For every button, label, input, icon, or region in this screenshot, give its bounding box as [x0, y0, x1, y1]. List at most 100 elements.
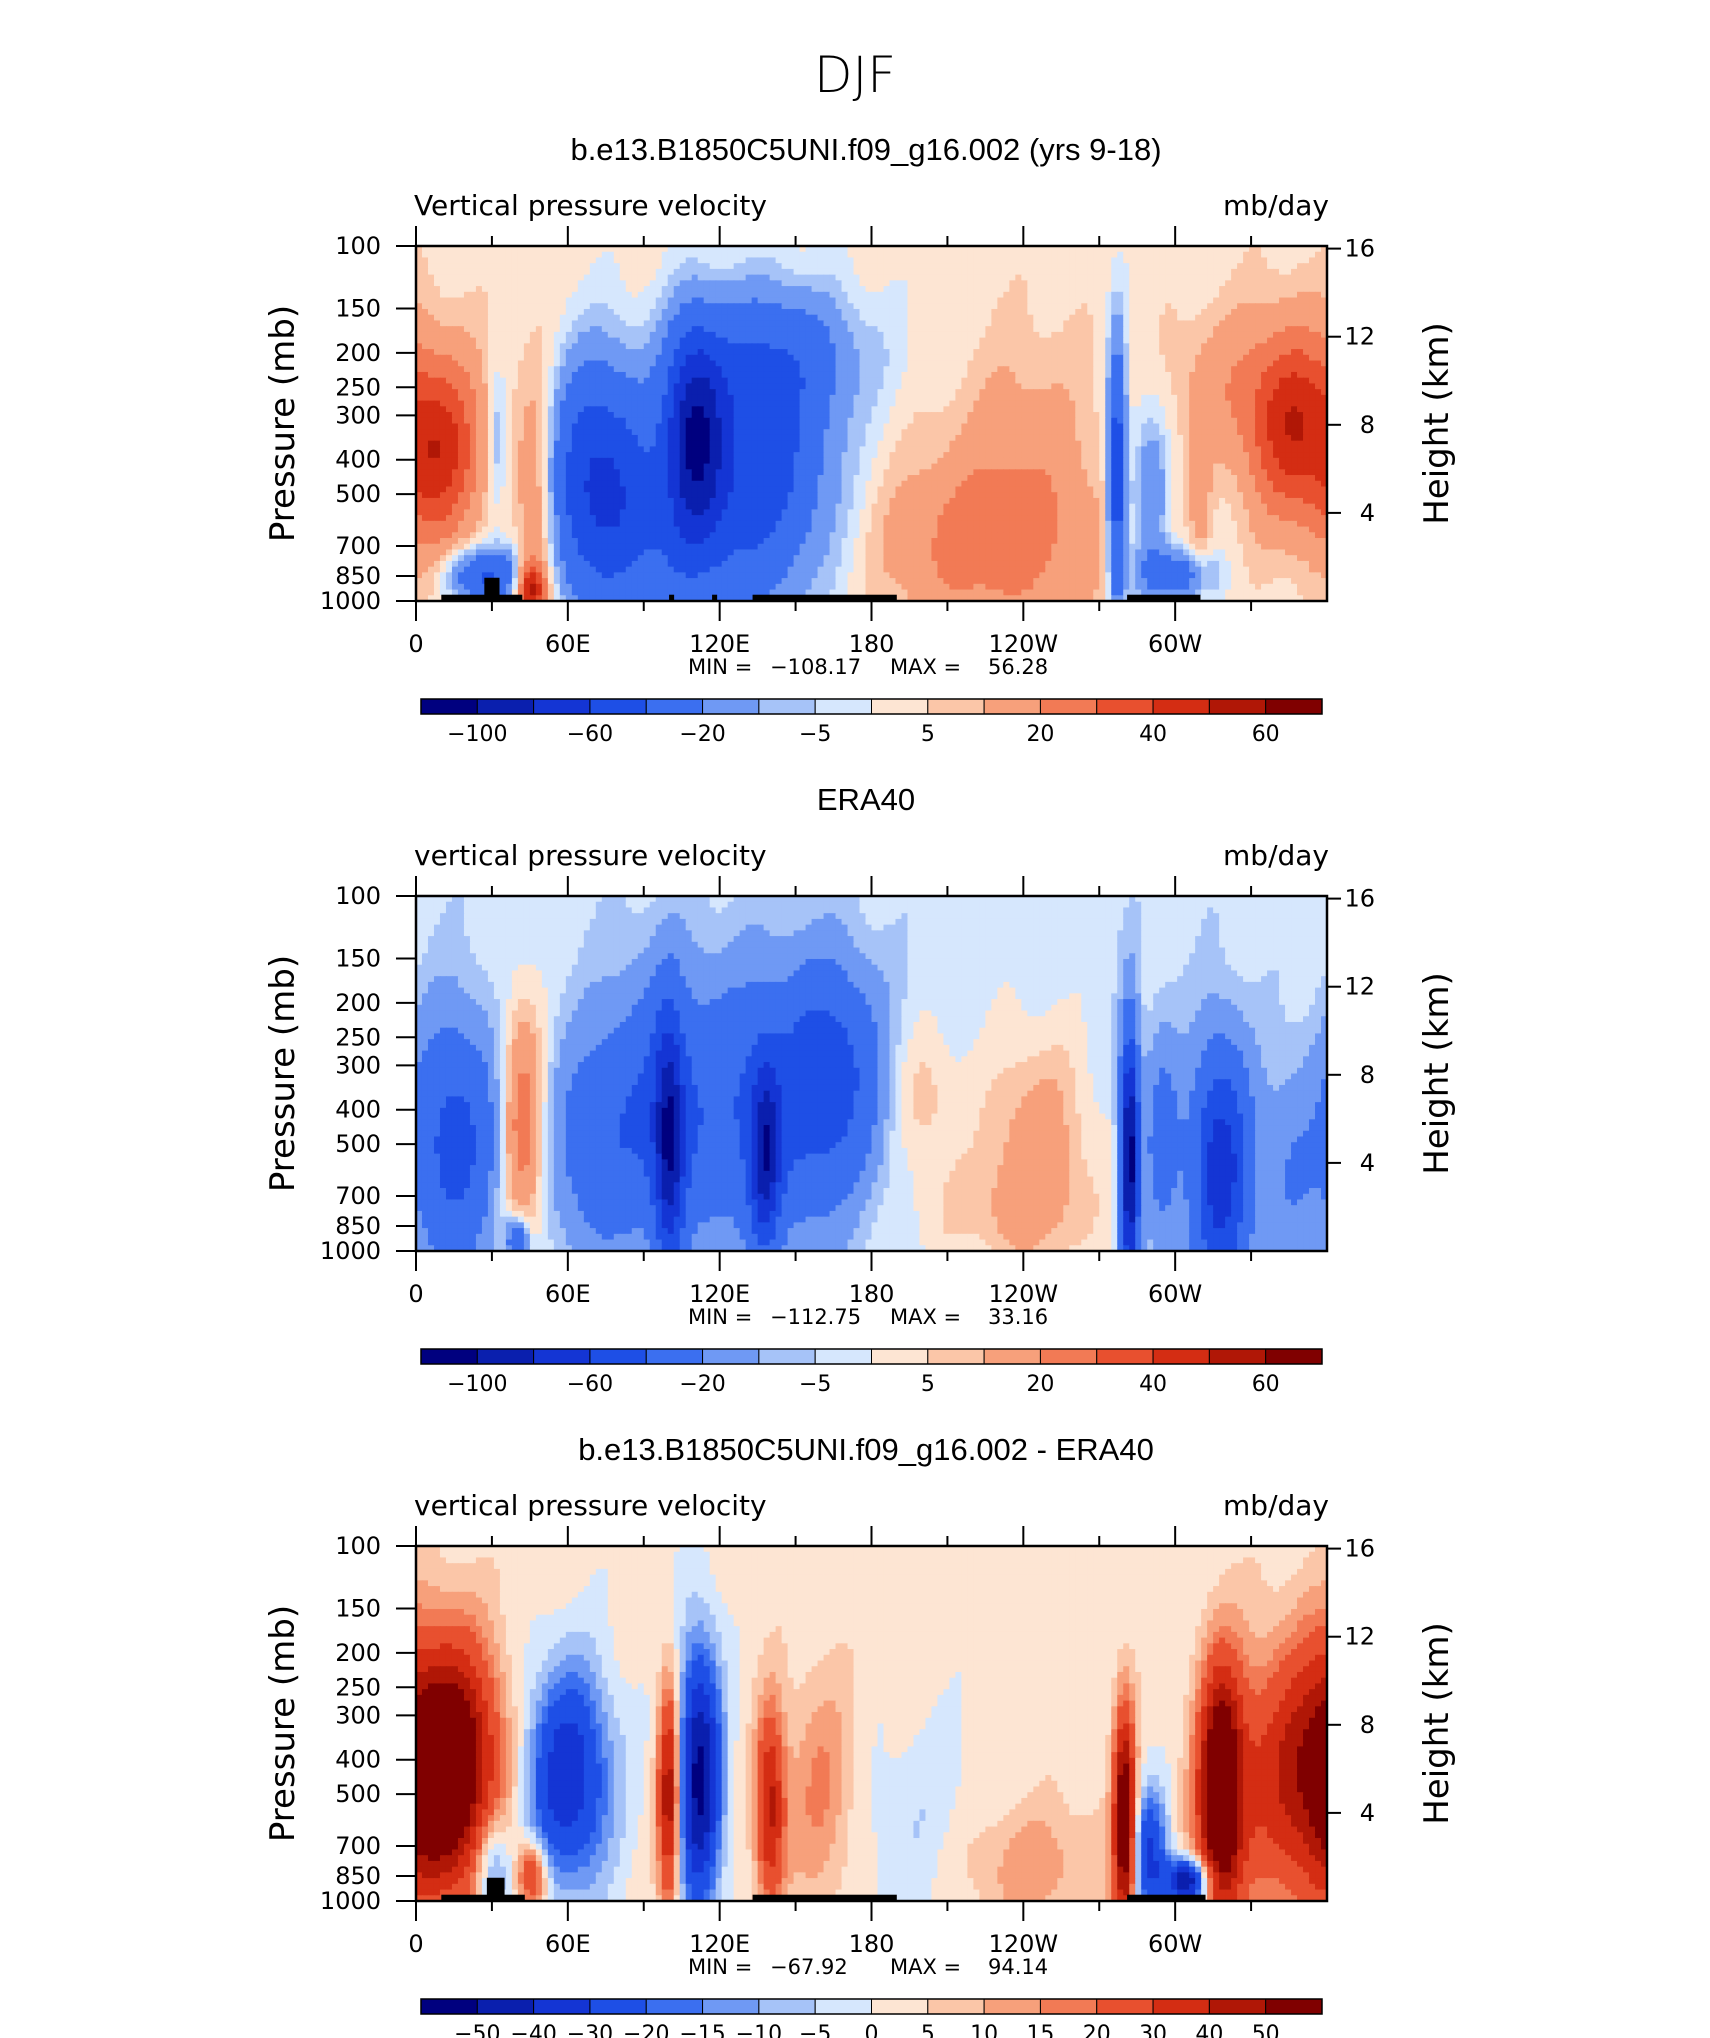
- colorbar-label: 0: [865, 2022, 879, 2038]
- height-tick-label: 4: [1360, 499, 1375, 527]
- max-value: 56.28: [988, 655, 1048, 679]
- y-tick-label: 200: [335, 339, 381, 367]
- max-label: MAX =: [890, 655, 961, 679]
- panel-title: ERA40: [817, 782, 915, 817]
- colorbar-label: 50: [1252, 2022, 1280, 2038]
- contour-field: [416, 246, 1328, 602]
- y-tick-label: 100: [335, 882, 381, 910]
- right-axis-title: Height (km): [1417, 322, 1457, 525]
- colorbar-label: 10: [970, 2022, 998, 2038]
- colorbar-label: −20: [679, 1372, 725, 1397]
- height-tick-label: 4: [1360, 1799, 1375, 1827]
- y-tick-label: 200: [335, 989, 381, 1017]
- y-tick-label: 1000: [320, 1237, 381, 1265]
- y-tick-label: 700: [335, 532, 381, 560]
- panel-title: b.e13.B1850C5UNI.f09_g16.002 - ERA40: [578, 1432, 1154, 1467]
- y-tick-label: 200: [335, 1639, 381, 1667]
- x-tick-label: 60W: [1148, 1930, 1202, 1958]
- colorbar-label: −50: [454, 2022, 500, 2038]
- x-tick-label: 180: [849, 1280, 895, 1308]
- colorbar-label: 5: [921, 2022, 935, 2038]
- max-value: 94.14: [988, 1955, 1048, 1979]
- units-label: mb/day: [1223, 839, 1329, 872]
- colorbar-label: 60: [1252, 722, 1280, 747]
- contour-field: [416, 1546, 1328, 1902]
- colorbar-label: −100: [447, 722, 507, 747]
- variable-label: vertical pressure velocity: [414, 1489, 767, 1522]
- x-tick-label: 120W: [989, 1930, 1059, 1958]
- topography-block: [487, 1878, 505, 1901]
- colorbar-label: 20: [1083, 2022, 1111, 2038]
- colorbar: −100 −60 −20 −5 5 20 40 60: [421, 699, 1322, 747]
- colorbar-label: −15: [679, 2022, 725, 2038]
- y-axis-title: Pressure (mb): [263, 955, 303, 1192]
- min-label: MIN =: [688, 655, 752, 679]
- y-tick-label: 300: [335, 1701, 381, 1729]
- y-tick-label: 150: [335, 1595, 381, 1623]
- x-tick-label: 0: [408, 1930, 423, 1958]
- colorbar-label: −5: [799, 722, 831, 747]
- colorbar-label: −40: [510, 2022, 556, 2038]
- figure-title: DJF: [814, 46, 896, 104]
- topography-block: [484, 578, 499, 601]
- x-tick-label: 120E: [689, 1280, 750, 1308]
- y-tick-label: 300: [335, 401, 381, 429]
- x-tick-label: 0: [408, 1280, 423, 1308]
- x-tick-label: 60W: [1148, 630, 1202, 658]
- height-tick-label: 8: [1360, 1711, 1375, 1739]
- max-value: 33.16: [988, 1305, 1048, 1329]
- panel-3: b.e13.B1850C5UNI.f09_g16.002 - ERA40 vert…: [263, 1432, 1457, 2038]
- y-tick-label: 850: [335, 562, 381, 590]
- y-tick-label: 1000: [320, 587, 381, 615]
- colorbar-label: −5: [799, 2022, 831, 2038]
- variable-label: vertical pressure velocity: [414, 839, 767, 872]
- right-axis-title: Height (km): [1417, 1622, 1457, 1825]
- height-tick-label: 12: [1344, 973, 1375, 1001]
- variable-label: Vertical pressure velocity: [414, 189, 767, 222]
- colorbar-label: 20: [1026, 722, 1054, 747]
- y-tick-label: 850: [335, 1862, 381, 1890]
- y-tick-label: 700: [335, 1182, 381, 1210]
- colorbar-label: 40: [1139, 1372, 1167, 1397]
- x-tick-label: 180: [849, 1930, 895, 1958]
- colorbar-label: 5: [921, 722, 935, 747]
- x-tick-label: 60E: [545, 630, 591, 658]
- y-tick-label: 150: [335, 295, 381, 323]
- min-value: −112.75: [770, 1305, 861, 1329]
- colorbar: −50 −40 −30 −20 −15 −10 −5 0 5 10 15 20 30 40 50: [421, 1999, 1322, 2038]
- y-tick-label: 400: [335, 1746, 381, 1774]
- y-tick-label: 1000: [320, 1887, 381, 1915]
- colorbar-label: 40: [1195, 2022, 1223, 2038]
- colorbar-label: 40: [1139, 722, 1167, 747]
- min-label: MIN =: [688, 1955, 752, 1979]
- y-tick-label: 400: [335, 446, 381, 474]
- max-label: MAX =: [890, 1305, 961, 1329]
- colorbar-label: −100: [447, 1372, 507, 1397]
- y-tick-label: 250: [335, 373, 381, 401]
- height-tick-label: 16: [1344, 885, 1375, 913]
- y-tick-label: 250: [335, 1023, 381, 1051]
- x-tick-label: 60E: [545, 1280, 591, 1308]
- colorbar-label: 60: [1252, 1372, 1280, 1397]
- max-label: MAX =: [890, 1955, 961, 1979]
- right-axis-title: Height (km): [1417, 972, 1457, 1175]
- height-tick-label: 12: [1344, 1623, 1375, 1651]
- colorbar-label: −10: [736, 2022, 782, 2038]
- y-tick-label: 300: [335, 1051, 381, 1079]
- x-tick-label: 0: [408, 630, 423, 658]
- panel-1: b.e13.B1850C5UNI.f09_g16.002 (yrs 9-18)V…: [263, 132, 1457, 747]
- height-tick-label: 12: [1344, 323, 1375, 351]
- colorbar-label: −60: [567, 722, 613, 747]
- panels: b.e13.B1850C5UNI.f09_g16.002 (yrs 9-18)V…: [263, 132, 1457, 2038]
- panel-2: ERA40 vertical pressure velocity mb/day 100…: [263, 782, 1457, 1397]
- y-tick-label: 100: [335, 232, 381, 260]
- x-tick-label: 180: [849, 630, 895, 658]
- y-axis-title: Pressure (mb): [263, 1605, 303, 1842]
- x-tick-label: 120W: [989, 1280, 1059, 1308]
- colorbar-label: −20: [679, 722, 725, 747]
- colorbar-label: −30: [567, 2022, 613, 2038]
- colorbar-label: 20: [1026, 1372, 1054, 1397]
- colorbar-label: 5: [921, 1372, 935, 1397]
- min-value: −67.92: [770, 1955, 848, 1979]
